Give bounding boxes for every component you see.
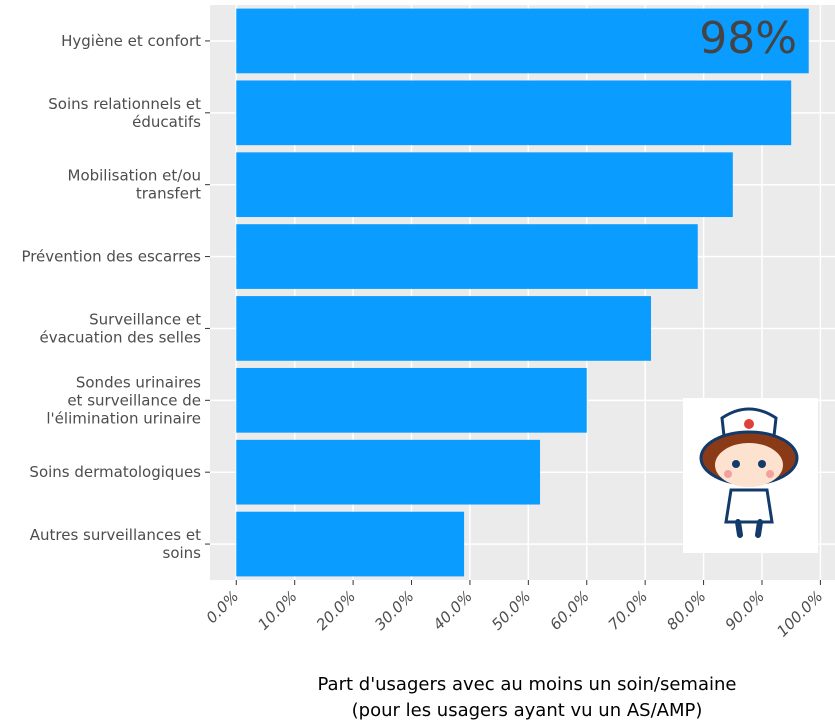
x-tick-label: 50.0% — [488, 587, 534, 633]
y-tick-label: Surveillance et évacuation des selles — [40, 310, 202, 346]
bar — [236, 8, 809, 74]
bar — [236, 511, 465, 577]
y-tick-label: Soins relationnels et éducatifs — [48, 95, 201, 131]
nurse-icon — [683, 398, 818, 553]
x-tick-label: 70.0% — [605, 587, 651, 633]
x-tick-label: 40.0% — [430, 587, 476, 633]
x-axis-title: (pour les usagers ayant vu un AS/AMP) — [352, 700, 703, 721]
y-tick-label: Mobilisation et/ou transfert — [68, 167, 202, 203]
y-tick-label: Prévention des escarres — [21, 248, 201, 266]
bar — [236, 367, 587, 433]
y-tick-label: Autres surveillances et soins — [30, 526, 201, 562]
y-tick-label: Sondes urinaires et surveillance de l'élim… — [46, 373, 201, 427]
x-tick-label: 90.0% — [722, 587, 768, 633]
x-tick-label: 0.0% — [203, 587, 243, 627]
bar — [236, 224, 698, 289]
x-tick-label: 100.0% — [773, 587, 826, 640]
x-tick-label: 30.0% — [371, 587, 417, 633]
annotation: 98% — [699, 13, 797, 64]
x-tick-label: 60.0% — [546, 587, 592, 633]
bars — [236, 8, 809, 577]
y-tick-label: Hygiène et confort — [61, 32, 201, 50]
bar — [236, 152, 733, 218]
bar — [236, 80, 792, 146]
x-axis-title: Part d'usagers avec au moins un soin/sem… — [318, 674, 737, 695]
y-tick-label: Soins dermatologiques — [29, 463, 201, 481]
bar — [236, 296, 652, 361]
bar — [236, 439, 541, 505]
x-tick-label: 10.0% — [254, 587, 300, 633]
x-tick-label: 20.0% — [313, 587, 359, 633]
x-tick-label: 80.0% — [663, 587, 709, 633]
